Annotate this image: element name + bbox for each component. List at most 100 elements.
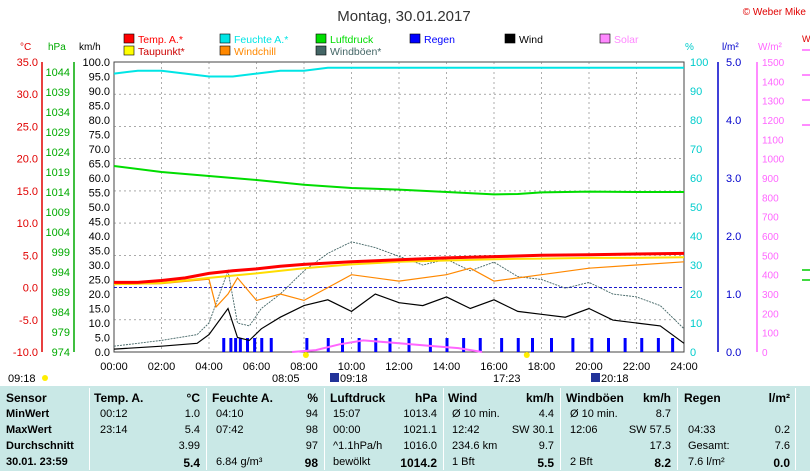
gust-series (113, 241, 685, 347)
legend: Temp. A.* Feuchte A.* Luftdruck Regen Wind So… (123, 33, 639, 58)
hpa-tick-label: 1029 (46, 127, 70, 139)
hpa-tick-label: 999 (52, 247, 70, 259)
header-gust-unit: km/h (642, 391, 671, 405)
kmh-tick-label: 65.0 (89, 159, 110, 171)
hpa-tick-label: 1039 (46, 87, 70, 99)
rain-unit-label: l/m² (722, 42, 739, 53)
solar-tick-label: 1000 (762, 155, 785, 166)
solar-tick-label: 300 (762, 290, 779, 301)
hpa-tick-label: 1044 (46, 67, 70, 79)
axes: 35.0 30.0 25.0 20.0 15.0 10.0 5.0 0.0 -5.0 -10.0 1… (13, 57, 785, 373)
column-separator (89, 388, 90, 470)
moonset-icon (591, 373, 600, 382)
hpa-tick-label: 994 (52, 267, 70, 279)
rain-bar (238, 338, 242, 352)
rain-bar (445, 338, 449, 352)
kmh-tick-label: 55.0 (89, 188, 110, 200)
kmh-tick-label: 35.0 (89, 246, 110, 258)
temperature-series (114, 251, 685, 284)
legend-swatch (504, 33, 516, 44)
header-pressure-unit: hPa (414, 391, 437, 405)
hpa-tick-label: 979 (52, 327, 70, 339)
rain-bar (607, 338, 610, 352)
rain-tick-label: 3.0 (726, 173, 741, 185)
rain-bar (305, 338, 309, 352)
legend-swatch (599, 33, 611, 44)
hpa-tick-label: 1019 (46, 167, 70, 179)
kmh-tick-label: 50.0 (89, 202, 110, 214)
kmh-tick-label: 80.0 (89, 115, 110, 127)
solar-tick-label: 1100 (762, 135, 784, 146)
humidity-value: 98 (304, 456, 318, 470)
solar-tick-label: 900 (762, 174, 779, 185)
solar-tick-label: 1300 (762, 97, 785, 108)
solar-series (292, 339, 483, 353)
humidity-time: 04:10 (216, 408, 244, 420)
rain-label: Gesamt: (688, 440, 730, 452)
rain-value: 0.2 (774, 424, 790, 436)
gust-value: SW 57.5 (628, 424, 671, 436)
kmh-tick-label: 100.0 (82, 57, 110, 69)
pressure-series (113, 165, 684, 196)
side-decoration: W (802, 34, 810, 281)
x-tick-label: 10:00 (338, 361, 366, 373)
kmh-tick-label: 95.0 (89, 72, 110, 84)
rain-bar (462, 338, 466, 352)
kmh-unit-label: km/h (79, 42, 101, 53)
rain-bar (571, 338, 575, 352)
x-tick-label: 02:00 (148, 361, 176, 373)
sun-moon-markers: 09:18 08:05 09:18 17:23 20:18 (8, 352, 629, 385)
humidity-series (113, 66, 684, 78)
rain-bar (640, 338, 644, 352)
solar-tick-label: 500 (762, 251, 779, 262)
temp-time: 00:12 (100, 408, 128, 420)
percent-tick-label: 60 (690, 173, 702, 185)
header-humidity-unit: % (307, 391, 318, 405)
moonrise-label: 09:18 (340, 373, 368, 385)
legend-swatch (219, 33, 231, 44)
hpa-tick-label: 1009 (46, 207, 70, 219)
temp-value: 1.0 (184, 408, 200, 420)
percent-tick-label: 50 (690, 202, 702, 214)
pressure-value: 1014.2 (400, 456, 437, 470)
temp-value: 3.99 (178, 440, 200, 452)
legend-label: Windchill (234, 46, 276, 58)
temp-tick-label: 20.0 (17, 154, 38, 166)
legend-swatch (219, 45, 231, 56)
moonrise-icon (330, 373, 339, 382)
legend-label: Regen (424, 34, 455, 46)
temp-tick-label: -10.0 (13, 347, 38, 359)
temp-tick-label: 15.0 (17, 186, 38, 198)
legend-swatch (123, 45, 135, 56)
rain-bar (246, 338, 249, 352)
legend-label: Feuchte A.* (234, 34, 288, 46)
rain-label: 7.6 l/m² (688, 456, 725, 468)
wind-label: 1 Bft (452, 456, 475, 468)
gust-value: 8.7 (655, 408, 671, 420)
row-label: 30.01. 23:59 (6, 456, 68, 468)
dewpoint-series (113, 256, 685, 286)
rain-bar (222, 338, 226, 352)
hpa-tick-label: 974 (52, 347, 70, 359)
humidity-value: 97 (305, 440, 318, 452)
legend-label: Wind (519, 34, 543, 46)
temp-tick-label: 30.0 (17, 89, 38, 101)
legend-label: Temp. A.* (138, 34, 183, 46)
pressure-value: 1021.1 (403, 424, 437, 436)
pressure-value: 1016.0 (403, 440, 437, 452)
kmh-tick-label: 5.0 (95, 333, 110, 345)
x-tick-label: 14:00 (433, 361, 461, 373)
hpa-tick-label: 984 (52, 307, 70, 319)
temp-tick-label: 5.0 (23, 250, 38, 262)
copyright-label: © Weber Mike (743, 7, 807, 18)
percent-unit-label: % (685, 42, 694, 53)
legend-swatch (409, 33, 421, 44)
moonset-label: 20:18 (601, 373, 629, 385)
humidity-value: 94 (305, 408, 318, 420)
rain-tick-label: 1.0 (726, 289, 741, 301)
series-layer (113, 66, 685, 353)
kmh-tick-label: 15.0 (89, 304, 110, 316)
rain-bar (269, 338, 273, 352)
stats-table: Sensor Temp. A. °C Feuchte A. % Luftdruc… (0, 386, 810, 471)
